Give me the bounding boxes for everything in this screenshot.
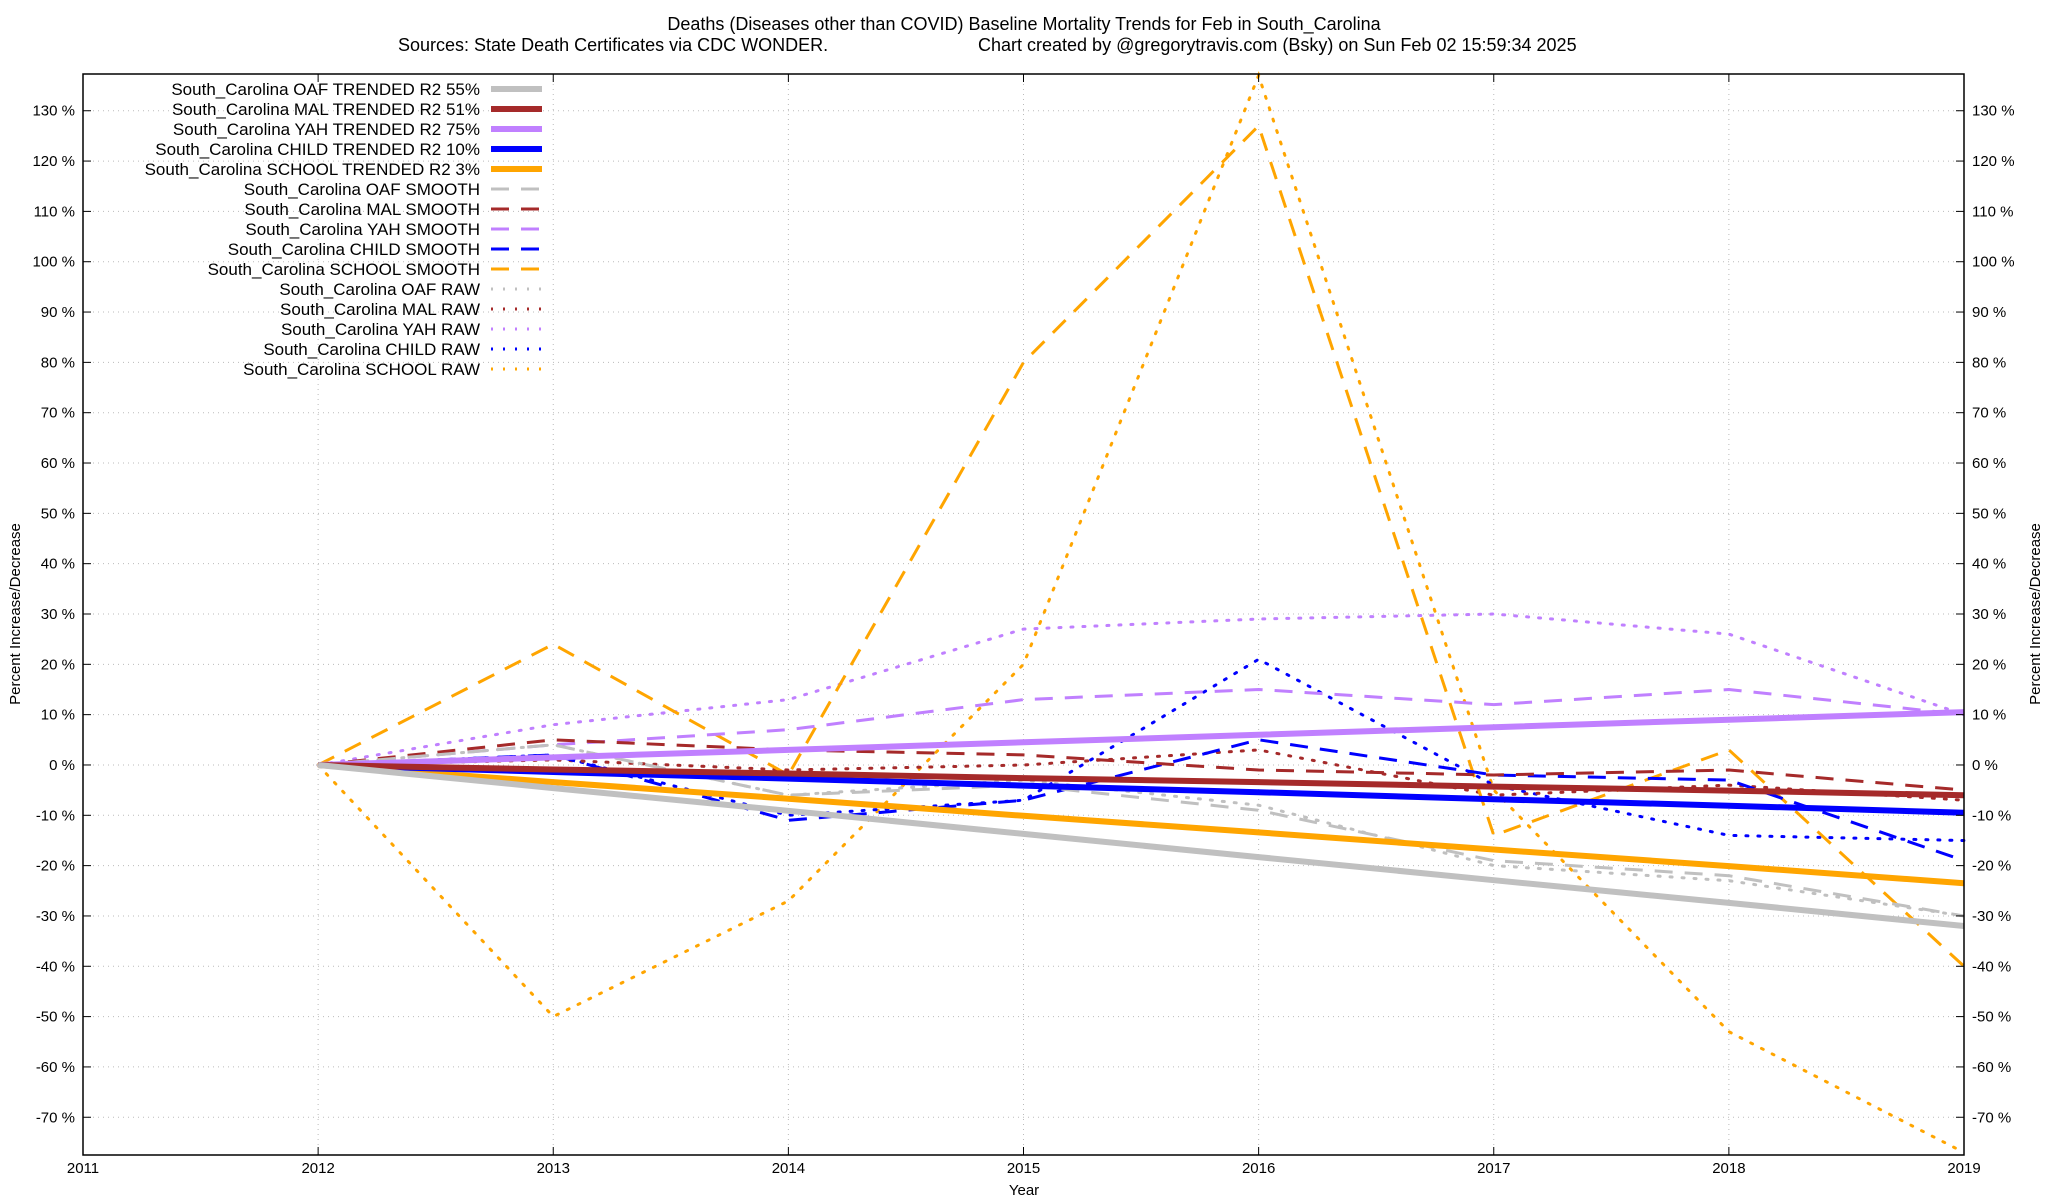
x-tick-label: 2013 [537, 1160, 570, 1177]
axis-ticks: 2011 2012 2013 2014 2015 2016 2017 2018 2019 -70 … [32, 74, 2015, 1177]
y2-tick-label: -20 % [1972, 858, 2011, 875]
y-axis-label: Percent Increase/Decrease [7, 523, 24, 705]
y-tick-label: 120 % [32, 153, 75, 170]
y-tick-label: 0 % [49, 757, 75, 774]
legend-label: South_Carolina MAL TRENDED R2 51% [172, 100, 480, 119]
legend-label: South_Carolina CHILD TRENDED R2 10% [155, 140, 480, 159]
chart-title: Deaths (Diseases other than COVID) Basel… [667, 14, 1381, 35]
series-line-south-carolina-school-trended-r2-3 [317, 762, 1965, 887]
x-axis-label: Year [1009, 1182, 1039, 1199]
legend-label: South_Carolina YAH TRENDED R2 75% [173, 120, 480, 139]
y-tick-label: 30 % [41, 606, 75, 623]
legend-label: South_Carolina OAF RAW [279, 280, 480, 299]
y2-tick-label: 70 % [1972, 405, 2006, 422]
y-tick-label: 70 % [41, 405, 75, 422]
series-line-south-carolina-oaf-trended-r2-55 [317, 762, 1965, 929]
y-tick-label: -20 % [36, 858, 75, 875]
series-line-south-carolina-school-smooth [317, 123, 1966, 968]
series-lines [316, 71, 1966, 1154]
y2-tick-label: 60 % [1972, 455, 2006, 472]
y-tick-label: -10 % [36, 807, 75, 824]
y-tick-label: -70 % [36, 1109, 75, 1126]
y-tick-label: 90 % [41, 304, 75, 321]
chart-subtitle-credit: Chart created by @gregorytravis.com (Bsk… [978, 35, 1577, 55]
series-line-south-carolina-yah-trended-r2-75 [318, 709, 1965, 768]
series-line-south-carolina-mal-trended-r2-51 [318, 762, 1965, 799]
series-line-south-carolina-mal-smooth [317, 738, 1965, 792]
x-tick-label: 2014 [772, 1160, 805, 1177]
y-tick-label: -50 % [36, 1009, 75, 1026]
x-tick-label: 2015 [1007, 1160, 1040, 1177]
y2-tick-label: 0 % [1972, 757, 1998, 774]
legend-label: South_Carolina SCHOOL TRENDED R2 3% [145, 160, 480, 179]
legend-label: South_Carolina SCHOOL RAW [243, 360, 480, 379]
y-tick-label: -60 % [36, 1059, 75, 1076]
legend-label: South_Carolina OAF SMOOTH [244, 180, 480, 199]
y-tick-label: -30 % [36, 908, 75, 925]
y2-tick-label: 110 % [1972, 203, 2013, 220]
y2-tick-label: 30 % [1972, 606, 2006, 623]
y2-tick-label: 20 % [1972, 656, 2006, 673]
y2-tick-label: -40 % [1972, 958, 2011, 975]
y2-tick-label: -10 % [1972, 807, 2011, 824]
y-tick-label: 130 % [32, 103, 75, 120]
y-tick-label: 110 % [34, 203, 75, 220]
y2-tick-label: 80 % [1972, 354, 2006, 371]
legend-label: South_Carolina CHILD RAW [263, 340, 480, 359]
y2-tick-label: 90 % [1972, 304, 2006, 321]
legend-label: South_Carolina YAH SMOOTH [245, 220, 480, 239]
legend-label: South_Carolina OAF TRENDED R2 55% [171, 80, 480, 99]
legend-label: South_Carolina CHILD SMOOTH [228, 240, 480, 259]
y2-tick-label: -50 % [1972, 1009, 2011, 1026]
y2-tick-label: 120 % [1972, 153, 2015, 170]
y-tick-label: 100 % [32, 254, 75, 271]
x-tick-label: 2017 [1477, 1160, 1510, 1177]
legend: South_Carolina OAF TRENDED R2 55%South_C… [145, 80, 542, 379]
chart-subtitle-sources: Sources: State Death Certificates via CD… [398, 35, 828, 55]
legend-label: South_Carolina YAH RAW [281, 320, 480, 339]
x-tick-label: 2018 [1712, 1160, 1745, 1177]
y-tick-label: 50 % [41, 505, 75, 522]
y2-tick-label: 40 % [1972, 556, 2006, 573]
y-tick-label: -40 % [36, 958, 75, 975]
y2-tick-label: 50 % [1972, 505, 2006, 522]
legend-label: South_Carolina MAL SMOOTH [244, 200, 480, 219]
x-tick-label: 2011 [67, 1160, 99, 1177]
x-tick-label: 2012 [301, 1160, 334, 1177]
x-tick-label: 2019 [1947, 1160, 1980, 1177]
y-tick-label: 10 % [41, 707, 75, 724]
y2-tick-label: 100 % [1972, 254, 2015, 271]
y-tick-label: 60 % [41, 455, 75, 472]
series-line-south-carolina-yah-raw [316, 612, 1966, 767]
y2-tick-label: -30 % [1972, 908, 2011, 925]
y-tick-label: 40 % [41, 556, 75, 573]
legend-label: South_Carolina SCHOOL SMOOTH [208, 260, 480, 279]
y2-tick-label: -70 % [1972, 1109, 2011, 1126]
series-line-south-carolina-school-raw [316, 71, 1966, 1154]
y2-tick-label: 130 % [1972, 103, 2015, 120]
y-tick-label: 20 % [41, 656, 75, 673]
x-tick-label: 2016 [1242, 1160, 1275, 1177]
legend-label: South_Carolina MAL RAW [280, 300, 480, 319]
y-tick-label: 80 % [41, 354, 75, 371]
y2-tick-label: -60 % [1972, 1059, 2011, 1076]
y2-tick-label: 10 % [1972, 707, 2006, 724]
series-line-south-carolina-child-raw [316, 657, 1966, 842]
series-line-south-carolina-child-smooth [318, 738, 1965, 863]
y2-axis-label: Percent Increase/Decrease [2027, 523, 2044, 705]
